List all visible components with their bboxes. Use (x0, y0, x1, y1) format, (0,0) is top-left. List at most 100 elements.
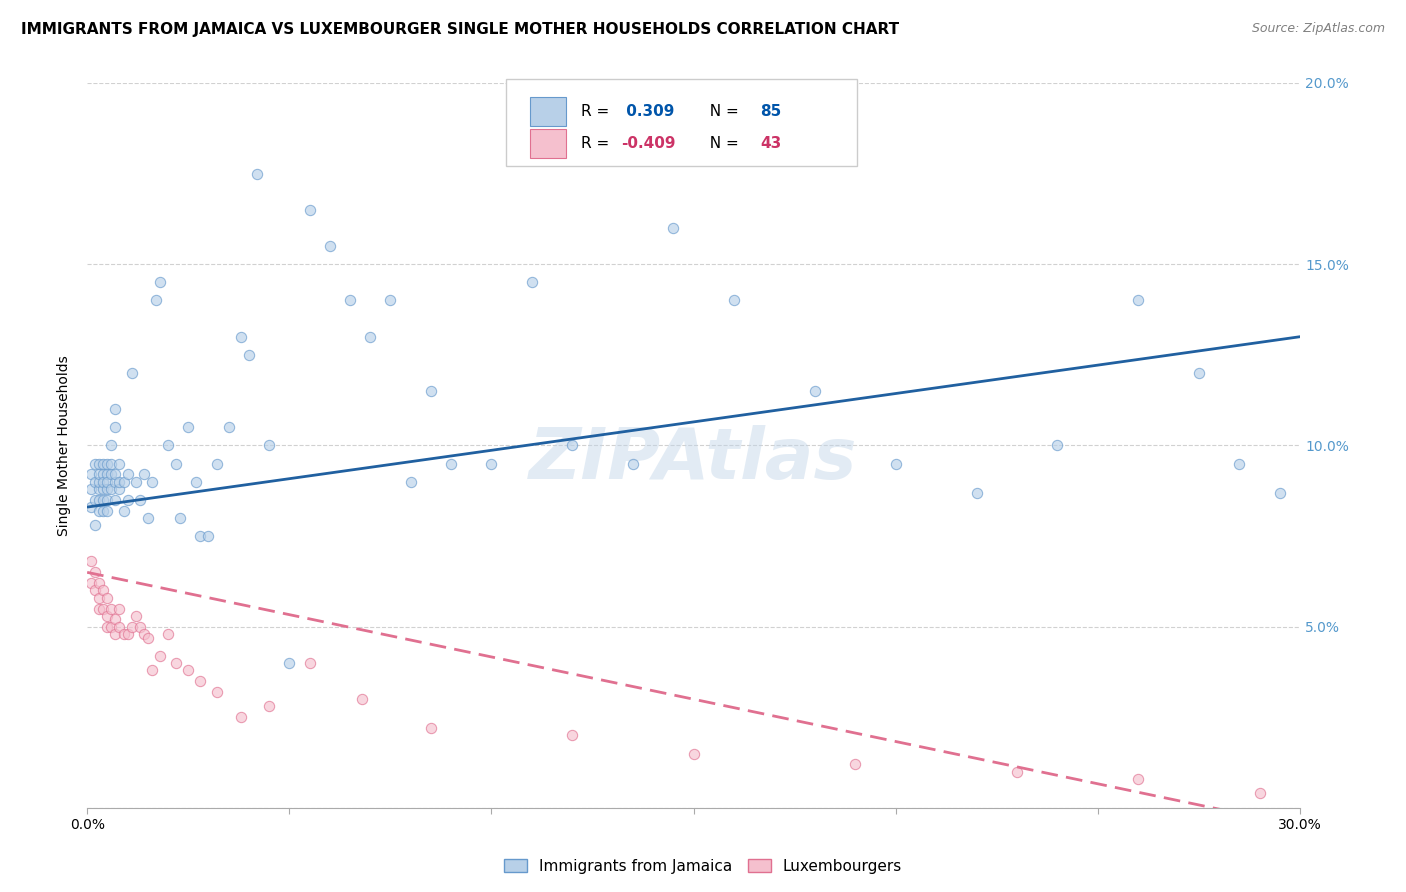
Y-axis label: Single Mother Households: Single Mother Households (58, 355, 72, 536)
Point (89, 475, 111, 489)
Point (84, 518, 107, 533)
Point (80, 467, 103, 482)
Point (141, 663, 163, 677)
Point (100, 482, 122, 496)
Text: N =: N = (700, 136, 744, 151)
Point (190, 674, 212, 689)
Point (1046, 438, 1069, 452)
Point (91, 457, 114, 471)
Point (1188, 366, 1211, 380)
Point (1268, 485, 1291, 500)
Point (132, 467, 155, 482)
Text: 0.309: 0.309 (621, 104, 675, 120)
Text: N =: N = (700, 104, 744, 120)
Point (84, 475, 107, 489)
Point (169, 511, 191, 525)
FancyBboxPatch shape (530, 128, 567, 158)
Point (96, 591, 118, 605)
Point (91, 583, 114, 598)
Text: Source: ZipAtlas.com: Source: ZipAtlas.com (1251, 22, 1385, 36)
Point (128, 492, 150, 507)
Point (141, 475, 163, 489)
Point (112, 475, 135, 489)
Point (91, 504, 114, 518)
Point (177, 663, 200, 677)
Point (108, 620, 131, 634)
Point (1249, 787, 1271, 801)
Point (84, 566, 107, 580)
Point (246, 167, 269, 181)
Point (96, 457, 118, 471)
Point (723, 293, 745, 308)
Text: R =: R = (581, 104, 614, 120)
Point (359, 329, 381, 343)
Point (399, 475, 422, 489)
Point (419, 721, 441, 735)
Point (108, 457, 131, 471)
Text: ZIPAtlas: ZIPAtlas (530, 425, 858, 494)
Point (96, 504, 118, 518)
Point (89, 576, 111, 591)
Text: IMMIGRANTS FROM JAMAICA VS LUXEMBOURGER SINGLE MOTHER HOUSEHOLDS CORRELATION CHA: IMMIGRANTS FROM JAMAICA VS LUXEMBOURGER … (21, 22, 900, 37)
Point (91, 482, 114, 496)
Point (149, 648, 172, 663)
Point (91, 467, 114, 482)
Point (662, 221, 685, 235)
Point (561, 729, 583, 743)
Point (121, 366, 143, 380)
FancyBboxPatch shape (506, 79, 858, 166)
Point (100, 601, 122, 615)
Point (84, 457, 107, 471)
Point (1128, 293, 1150, 308)
Point (100, 467, 122, 482)
Point (190, 529, 212, 543)
Text: -0.409: -0.409 (621, 136, 675, 151)
Point (91, 601, 114, 615)
Point (229, 710, 252, 724)
Point (145, 293, 167, 308)
Text: 85: 85 (761, 104, 782, 120)
Point (96, 620, 118, 634)
Point (112, 504, 135, 518)
Point (108, 601, 131, 615)
Point (520, 276, 543, 290)
Point (100, 457, 122, 471)
Point (165, 656, 187, 670)
Point (440, 457, 463, 471)
FancyBboxPatch shape (530, 97, 567, 127)
Point (89, 457, 111, 471)
Point (149, 276, 172, 290)
Point (117, 492, 139, 507)
Point (104, 475, 127, 489)
Point (229, 329, 252, 343)
Point (100, 620, 122, 634)
Point (84, 583, 107, 598)
Point (561, 438, 583, 452)
Point (804, 384, 827, 398)
Point (278, 656, 301, 670)
Point (89, 492, 111, 507)
Point (1128, 772, 1150, 786)
Legend: Immigrants from Jamaica, Luxembourgers: Immigrants from Jamaica, Luxembourgers (498, 853, 908, 880)
Point (205, 685, 228, 699)
Point (89, 504, 111, 518)
Point (205, 457, 228, 471)
Point (419, 384, 441, 398)
Text: 43: 43 (761, 136, 782, 151)
Point (298, 656, 321, 670)
Point (966, 485, 988, 500)
Point (218, 420, 240, 434)
Point (104, 627, 127, 641)
Point (884, 457, 907, 471)
Point (104, 420, 127, 434)
Point (165, 457, 187, 471)
Point (117, 627, 139, 641)
Point (117, 467, 139, 482)
Point (238, 348, 260, 362)
Point (96, 475, 118, 489)
Point (1229, 457, 1251, 471)
Point (257, 699, 280, 714)
Point (132, 627, 155, 641)
Point (156, 438, 179, 452)
Point (124, 475, 146, 489)
